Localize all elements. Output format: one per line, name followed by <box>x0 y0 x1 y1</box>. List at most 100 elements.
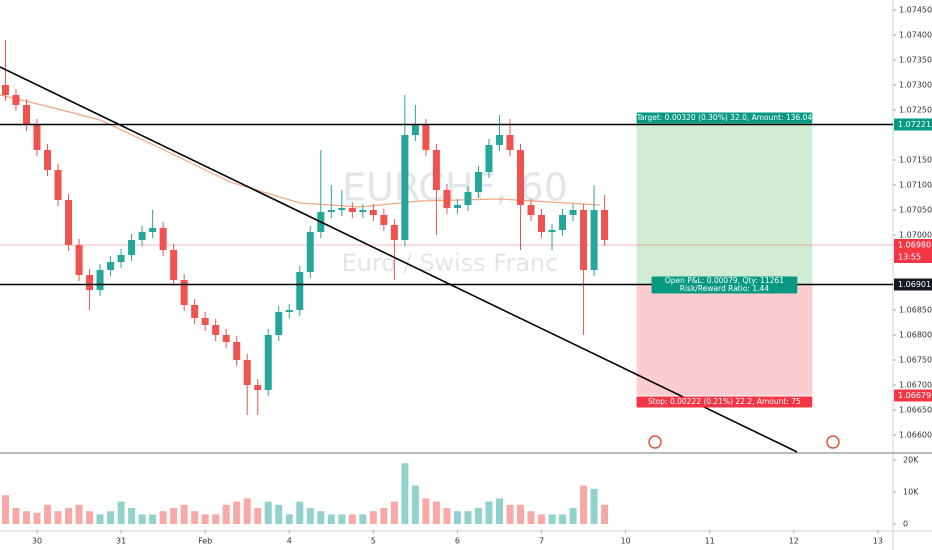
ratio-label: Risk/Reward Ratio: 1.44 <box>680 284 769 293</box>
candle-body <box>243 360 251 385</box>
volume-bar <box>411 485 419 524</box>
pnl-label: Open P&L: 0.00079, Qty: 11261 <box>665 276 784 285</box>
y-tick-label: 1.07350 <box>899 56 932 65</box>
candle-body <box>222 335 230 342</box>
volume-bar <box>86 511 94 524</box>
volume-bar <box>601 504 609 524</box>
candle-body <box>485 145 493 172</box>
price-tag <box>894 239 932 263</box>
y-tick-label: 1.07000 <box>899 231 932 240</box>
candle-body <box>201 318 209 325</box>
candle-body <box>369 210 377 215</box>
candle-body <box>170 250 178 280</box>
volume-bar <box>44 504 52 524</box>
target-label-box <box>636 112 813 124</box>
volume-bar <box>275 504 283 524</box>
candle-body <box>590 210 598 270</box>
candle-body <box>1 85 9 95</box>
candle-body <box>390 225 398 240</box>
x-tick-label: Feb <box>198 537 212 546</box>
y-tick-label: 1.06750 <box>899 356 932 365</box>
volume-bar <box>285 514 293 524</box>
y-tick-label: 1.07450 <box>899 6 932 15</box>
volume-bar <box>201 514 209 524</box>
volume-bar <box>359 514 367 524</box>
y-tick-label: 1.07100 <box>899 181 932 190</box>
candle-body <box>580 210 588 270</box>
y-tick-label: 1.06600 <box>899 431 932 440</box>
volume-bar <box>149 514 157 524</box>
volume-bar <box>548 514 556 524</box>
volume-bar <box>348 514 356 524</box>
candle-body <box>538 215 546 232</box>
volume-bar <box>96 514 104 524</box>
volume-bar <box>254 507 262 524</box>
volume-bar <box>138 514 146 524</box>
y-tick-label: 1.07050 <box>899 206 932 215</box>
candle-body <box>464 192 472 205</box>
candle-body <box>75 245 83 275</box>
event-icon <box>648 435 662 449</box>
candle-body <box>44 150 52 170</box>
candle-body <box>107 262 115 270</box>
volume-bar <box>569 507 577 524</box>
x-tick-label: 10 <box>621 537 631 546</box>
volume-bar <box>422 498 430 524</box>
candle-body <box>96 270 104 290</box>
y-tick-label: 1.06850 <box>899 306 932 315</box>
candle-body <box>65 200 73 245</box>
candle-body <box>33 125 41 150</box>
y-tick-label: 1.07150 <box>899 156 932 165</box>
candle-body <box>474 172 482 192</box>
volume-bar <box>1 495 9 524</box>
candle-body <box>495 135 503 145</box>
candle-body <box>159 228 167 250</box>
volume-bar <box>170 507 178 524</box>
volume-bar <box>538 514 546 524</box>
candle-body <box>359 210 367 212</box>
y-tick-label: 1.07400 <box>899 31 932 40</box>
volume-bar <box>390 501 398 524</box>
x-tick-label: 13 <box>873 537 883 546</box>
candle-body <box>86 275 94 290</box>
countdown-label: 13:55 <box>898 253 921 262</box>
volume-bar <box>443 507 451 524</box>
volume-bar <box>527 511 535 524</box>
candle-body <box>516 150 524 205</box>
y-tick-label: 1.06650 <box>899 406 932 415</box>
x-tick-label: 30 <box>32 537 42 546</box>
volume-bar <box>117 501 125 524</box>
x-tick-label: 7 <box>539 537 544 546</box>
candle-body <box>306 232 314 272</box>
volume-bar <box>317 511 325 524</box>
volume-bar <box>464 511 472 524</box>
candle-body <box>128 240 136 255</box>
candle-body <box>601 210 609 240</box>
volume-bar <box>306 507 314 524</box>
y-tick-label: 1.06700 <box>899 381 932 390</box>
volume-bar <box>495 498 503 524</box>
y-tick-label: 1.07300 <box>899 81 932 90</box>
price-tag-label: 1.06980 <box>898 241 931 250</box>
candle-body <box>180 280 188 305</box>
volume-bar <box>233 501 241 524</box>
candle-body <box>285 310 293 312</box>
volume-bar <box>222 504 230 524</box>
moving-average <box>0 94 600 208</box>
candle-body <box>264 335 272 390</box>
candle-body <box>401 135 409 240</box>
candle-body <box>22 105 30 125</box>
candle-body <box>453 205 461 208</box>
candle-body <box>233 342 241 360</box>
volume-bar <box>33 512 41 524</box>
volume-bar <box>380 507 388 524</box>
candle-body <box>338 208 346 210</box>
volume-bar <box>474 507 482 524</box>
volume-bar <box>128 507 136 524</box>
candle-body <box>296 272 304 310</box>
volume-bar <box>180 504 188 524</box>
trend-line <box>0 66 798 453</box>
pnl-label-box <box>651 276 798 294</box>
candle-body <box>117 255 125 262</box>
